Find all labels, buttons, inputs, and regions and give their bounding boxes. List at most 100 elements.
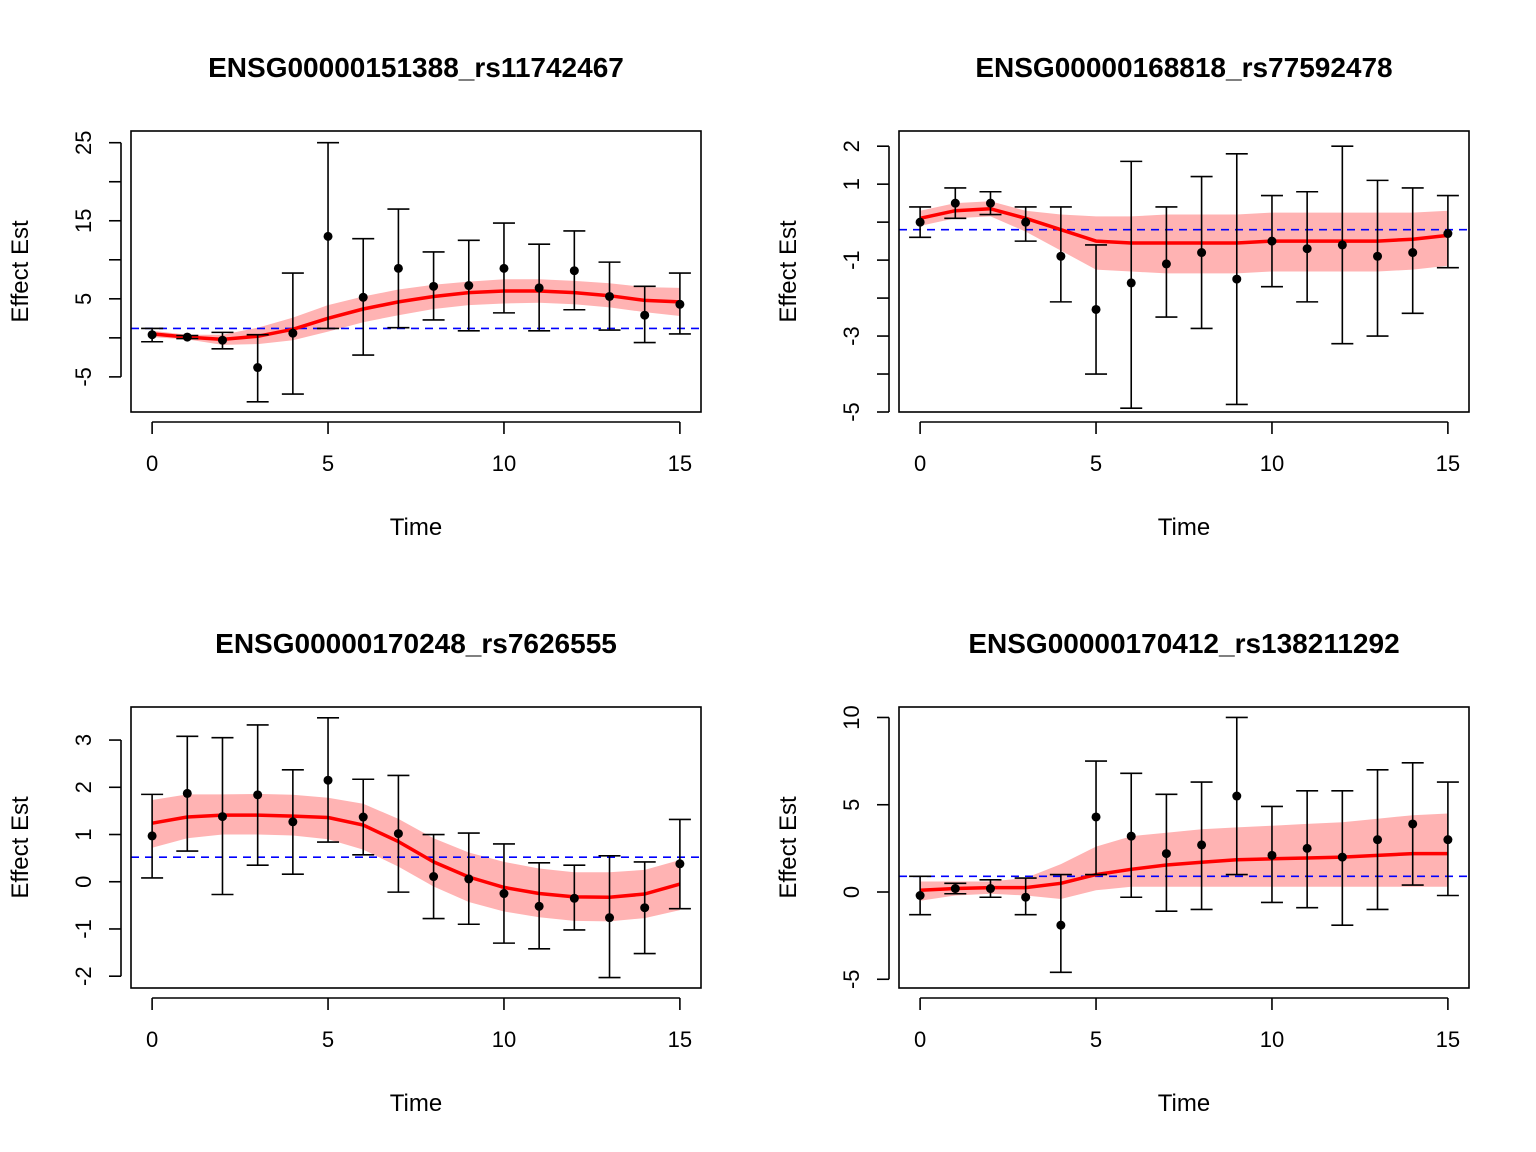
smooth-fit-line	[920, 851, 1448, 893]
y-tick-label: 3	[71, 734, 96, 746]
x-tick-label: 10	[492, 451, 516, 476]
data-point	[464, 874, 474, 884]
plot-frame	[898, 706, 1470, 989]
data-point	[499, 263, 509, 273]
x-axis-label: Time	[1158, 1090, 1210, 1117]
x-tick-label: 15	[668, 1027, 692, 1052]
data-point	[1197, 248, 1207, 258]
chart-panel-2: ENSG00000168818_rs77592478 0 5 10 15 Time -5 -3…	[775, 52, 1470, 541]
data-point	[1443, 229, 1453, 239]
plot-area	[131, 793, 701, 922]
data-point	[569, 266, 579, 276]
x-axis-label: Time	[390, 514, 442, 541]
data-point	[393, 829, 403, 839]
data-point	[1443, 835, 1453, 845]
data-point	[1373, 251, 1383, 261]
smooth-fit-line	[919, 207, 1449, 245]
data-point	[915, 890, 925, 900]
y-tick-label: -5	[839, 969, 864, 989]
x-tick-label: 10	[1260, 1027, 1284, 1052]
data-point	[1373, 835, 1383, 845]
chart-panel-1: ENSG00000151388_rs11742467 0 5 10 15 Time -5 5 1…	[7, 52, 702, 541]
data-point	[1021, 217, 1031, 227]
x-axis-label: Time	[390, 1090, 442, 1117]
y-axis-label: Effect Est	[775, 796, 802, 899]
y-tick-label: 5	[839, 799, 864, 811]
y-tick-label: 1	[839, 178, 864, 190]
x-tick-label: 5	[322, 451, 334, 476]
data-point	[985, 884, 995, 894]
x-tick-label: 5	[322, 1027, 334, 1052]
y-tick-label: 15	[71, 209, 96, 233]
data-point	[147, 831, 157, 841]
data-point	[429, 872, 439, 882]
data-point	[985, 198, 995, 208]
chart-title: ENSG00000170412_rs138211292	[968, 628, 1399, 659]
data-point	[253, 790, 263, 800]
data-point	[358, 292, 368, 302]
data-point	[534, 283, 544, 293]
data-point	[217, 335, 227, 345]
x-tick-label: 0	[146, 1027, 158, 1052]
data-point	[1091, 812, 1101, 822]
chart-title: ENSG00000168818_rs77592478	[975, 52, 1392, 83]
y-tick-label: 0	[839, 886, 864, 898]
confidence-band	[920, 813, 1448, 901]
x-tick-label: 15	[1436, 451, 1460, 476]
data-point	[915, 217, 925, 227]
y-tick-label: -1	[71, 919, 96, 939]
y-axis-label: Effect Est	[775, 220, 802, 323]
data-point	[429, 281, 439, 291]
data-point	[217, 812, 227, 822]
plot-frame	[898, 130, 1470, 413]
x-tick-label: 5	[1090, 451, 1102, 476]
data-point	[1267, 236, 1277, 246]
data-point	[1126, 278, 1136, 288]
data-point	[253, 363, 263, 373]
data-point	[1267, 850, 1277, 860]
x-tick-label: 0	[914, 451, 926, 476]
data-point	[182, 332, 192, 342]
data-point	[675, 299, 685, 309]
data-point	[323, 231, 333, 241]
data-point	[675, 859, 685, 869]
smooth-fit-line	[151, 289, 680, 342]
y-tick-label: 1	[71, 828, 96, 840]
plot-area	[131, 279, 701, 345]
data-point	[1021, 892, 1031, 902]
data-point	[499, 889, 509, 899]
data-point	[1056, 251, 1066, 261]
chart-panel-4: ENSG00000170412_rs138211292 0 5 10 15 Time -5 0…	[775, 628, 1470, 1117]
confidence-band	[920, 201, 1448, 274]
data-point	[640, 903, 650, 913]
y-tick-label: -2	[71, 966, 96, 986]
chart-panel-3: ENSG00000170248_rs7626555 0 5 10 15 Time -2 -1 0…	[7, 628, 702, 1117]
y-axis-label: Effect Est	[7, 220, 34, 323]
y-axis-label: Effect Est	[7, 796, 34, 899]
data-point	[1408, 819, 1418, 829]
y-tick-label: -1	[839, 250, 864, 270]
x-tick-label: 10	[1260, 451, 1284, 476]
plot-frame	[130, 130, 702, 413]
y-tick-label: 25	[71, 130, 96, 154]
data-point	[1302, 843, 1312, 853]
data-point	[1408, 248, 1418, 258]
y-tick-label: -3	[839, 326, 864, 346]
data-point	[640, 310, 650, 320]
data-point	[393, 263, 403, 273]
data-point	[1232, 274, 1242, 284]
x-tick-label: 5	[1090, 1027, 1102, 1052]
y-tick-label: 2	[839, 140, 864, 152]
plot-frame	[130, 706, 702, 989]
data-point	[534, 901, 544, 911]
data-point	[182, 788, 192, 798]
data-point	[147, 330, 157, 340]
x-tick-label: 10	[492, 1027, 516, 1052]
y-tick-label: -5	[71, 367, 96, 387]
smooth-fit-line	[151, 813, 681, 900]
y-tick-label: 0	[71, 876, 96, 888]
x-tick-label: 0	[914, 1027, 926, 1052]
x-axis-label: Time	[1158, 514, 1210, 541]
plot-area	[899, 201, 1469, 274]
